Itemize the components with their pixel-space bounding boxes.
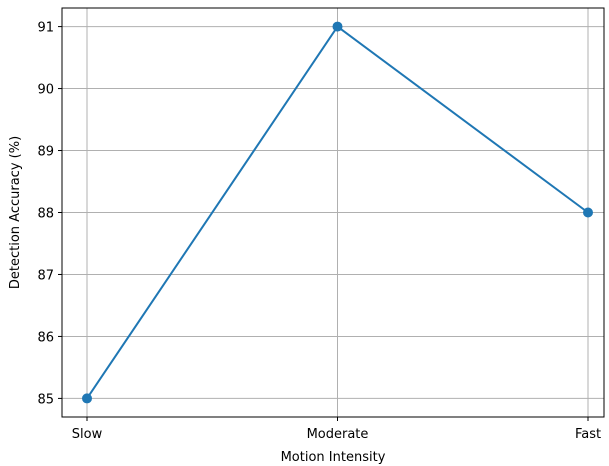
y-tick-label: 90 — [37, 83, 54, 98]
y-tick-label: 86 — [37, 330, 54, 345]
x-tick-label: Fast — [575, 427, 601, 442]
x-tick-label: Slow — [72, 427, 103, 442]
ticks: 85 86 87 88 89 90 91 Slow Moderate Fast — [37, 21, 601, 442]
y-tick-label: 85 — [37, 392, 54, 407]
data-point — [82, 393, 92, 404]
series-layer — [82, 21, 593, 404]
y-tick-label: 88 — [37, 207, 54, 222]
data-point — [583, 207, 593, 218]
x-tick-label: Moderate — [307, 427, 369, 442]
y-tick-label: 89 — [37, 145, 54, 160]
y-tick-label: 91 — [37, 21, 54, 36]
x-axis-label: Motion Intensity — [281, 450, 386, 465]
y-axis-label: Detection Accuracy (%) — [8, 136, 23, 289]
y-tick-label: 87 — [37, 268, 54, 283]
data-point — [332, 21, 343, 32]
